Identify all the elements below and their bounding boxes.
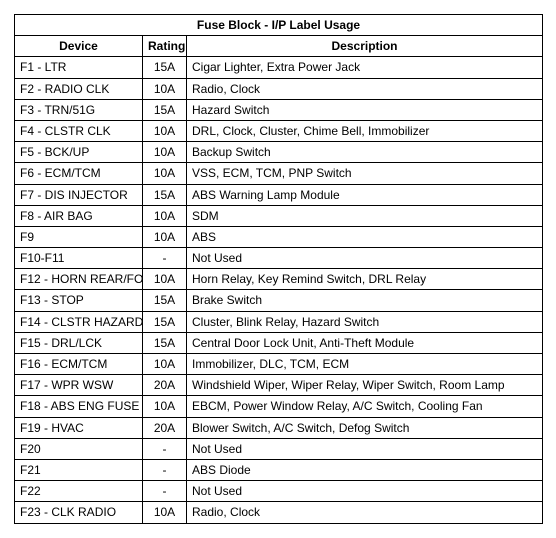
cell-description: Brake Switch bbox=[187, 290, 543, 311]
cell-rating: 10A bbox=[143, 226, 187, 247]
title-row: Fuse Block - I/P Label Usage bbox=[15, 15, 543, 36]
cell-device: F20 bbox=[15, 438, 143, 459]
cell-description: Blower Switch, A/C Switch, Defog Switch bbox=[187, 417, 543, 438]
cell-description: Not Used bbox=[187, 248, 543, 269]
cell-description: SDM bbox=[187, 205, 543, 226]
cell-description: Cluster, Blink Relay, Hazard Switch bbox=[187, 311, 543, 332]
cell-device: F21 bbox=[15, 459, 143, 480]
cell-device: F3 - TRN/51G bbox=[15, 99, 143, 120]
table-row: F21-ABS Diode bbox=[15, 459, 543, 480]
table-row: F4 - CLSTR CLK10ADRL, Clock, Cluster, Ch… bbox=[15, 120, 543, 141]
cell-description: Immobilizer, DLC, TCM, ECM bbox=[187, 354, 543, 375]
col-header-description: Description bbox=[187, 36, 543, 57]
table-row: F7 - DIS INJECTOR15AABS Warning Lamp Mod… bbox=[15, 184, 543, 205]
cell-rating: 10A bbox=[143, 205, 187, 226]
cell-description: VSS, ECM, TCM, PNP Switch bbox=[187, 163, 543, 184]
col-header-rating: Rating bbox=[143, 36, 187, 57]
cell-description: Radio, Clock bbox=[187, 78, 543, 99]
cell-description: Horn Relay, Key Remind Switch, DRL Relay bbox=[187, 269, 543, 290]
cell-rating: 10A bbox=[143, 396, 187, 417]
table-row: F22-Not Used bbox=[15, 481, 543, 502]
cell-device: F12 - HORN REAR/FOG bbox=[15, 269, 143, 290]
cell-description: Cigar Lighter, Extra Power Jack bbox=[187, 57, 543, 78]
cell-device: F1 - LTR bbox=[15, 57, 143, 78]
cell-rating: - bbox=[143, 438, 187, 459]
cell-device: F9 bbox=[15, 226, 143, 247]
cell-rating: 15A bbox=[143, 184, 187, 205]
cell-description: Central Door Lock Unit, Anti-Theft Modul… bbox=[187, 332, 543, 353]
table-row: F6 - ECM/TCM10AVSS, ECM, TCM, PNP Switch bbox=[15, 163, 543, 184]
cell-rating: 15A bbox=[143, 311, 187, 332]
cell-description: Backup Switch bbox=[187, 142, 543, 163]
cell-description: ABS bbox=[187, 226, 543, 247]
table-row: F19 - HVAC20ABlower Switch, A/C Switch, … bbox=[15, 417, 543, 438]
cell-description: Not Used bbox=[187, 438, 543, 459]
cell-device: F22 bbox=[15, 481, 143, 502]
cell-description: Windshield Wiper, Wiper Relay, Wiper Swi… bbox=[187, 375, 543, 396]
table-row: F15 - DRL/LCK15ACentral Door Lock Unit, … bbox=[15, 332, 543, 353]
cell-device: F23 - CLK RADIO bbox=[15, 502, 143, 523]
cell-device: F5 - BCK/UP bbox=[15, 142, 143, 163]
cell-rating: - bbox=[143, 248, 187, 269]
cell-device: F16 - ECM/TCM bbox=[15, 354, 143, 375]
cell-device: F14 - CLSTR HAZARD bbox=[15, 311, 143, 332]
cell-rating: 15A bbox=[143, 57, 187, 78]
cell-rating: 10A bbox=[143, 354, 187, 375]
cell-rating: 10A bbox=[143, 269, 187, 290]
table-row: F16 - ECM/TCM10AImmobilizer, DLC, TCM, E… bbox=[15, 354, 543, 375]
table-row: F3 - TRN/51G15AHazard Switch bbox=[15, 99, 543, 120]
cell-device: F17 - WPR WSW bbox=[15, 375, 143, 396]
table-row: F14 - CLSTR HAZARD15ACluster, Blink Rela… bbox=[15, 311, 543, 332]
table-row: F12 - HORN REAR/FOG10AHorn Relay, Key Re… bbox=[15, 269, 543, 290]
cell-rating: 15A bbox=[143, 99, 187, 120]
cell-rating: - bbox=[143, 481, 187, 502]
col-header-device: Device bbox=[15, 36, 143, 57]
cell-rating: 10A bbox=[143, 78, 187, 99]
cell-device: F18 - ABS ENG FUSE bbox=[15, 396, 143, 417]
cell-device: F19 - HVAC bbox=[15, 417, 143, 438]
table-row: F10-F11-Not Used bbox=[15, 248, 543, 269]
table-row: F17 - WPR WSW20AWindshield Wiper, Wiper … bbox=[15, 375, 543, 396]
cell-rating: 10A bbox=[143, 142, 187, 163]
cell-rating: 10A bbox=[143, 120, 187, 141]
cell-description: Hazard Switch bbox=[187, 99, 543, 120]
cell-rating: 20A bbox=[143, 417, 187, 438]
cell-rating: - bbox=[143, 459, 187, 480]
table-title: Fuse Block - I/P Label Usage bbox=[15, 15, 543, 36]
cell-rating: 15A bbox=[143, 332, 187, 353]
table-row: F910AABS bbox=[15, 226, 543, 247]
cell-device: F10-F11 bbox=[15, 248, 143, 269]
table-row: F18 - ABS ENG FUSE10AEBCM, Power Window … bbox=[15, 396, 543, 417]
table-row: F8 - AIR BAG10ASDM bbox=[15, 205, 543, 226]
table-row: F23 - CLK RADIO10ARadio, Clock bbox=[15, 502, 543, 523]
cell-description: EBCM, Power Window Relay, A/C Switch, Co… bbox=[187, 396, 543, 417]
cell-device: F15 - DRL/LCK bbox=[15, 332, 143, 353]
cell-description: ABS Warning Lamp Module bbox=[187, 184, 543, 205]
cell-device: F6 - ECM/TCM bbox=[15, 163, 143, 184]
cell-description: DRL, Clock, Cluster, Chime Bell, Immobil… bbox=[187, 120, 543, 141]
cell-rating: 10A bbox=[143, 163, 187, 184]
table-body: F1 - LTR15ACigar Lighter, Extra Power Ja… bbox=[15, 57, 543, 523]
cell-device: F7 - DIS INJECTOR bbox=[15, 184, 143, 205]
cell-rating: 15A bbox=[143, 290, 187, 311]
table-row: F1 - LTR15ACigar Lighter, Extra Power Ja… bbox=[15, 57, 543, 78]
cell-device: F2 - RADIO CLK bbox=[15, 78, 143, 99]
table-row: F20-Not Used bbox=[15, 438, 543, 459]
cell-description: Not Used bbox=[187, 481, 543, 502]
fuse-block-table: Fuse Block - I/P Label Usage Device Rati… bbox=[14, 14, 543, 524]
cell-device: F4 - CLSTR CLK bbox=[15, 120, 143, 141]
cell-rating: 20A bbox=[143, 375, 187, 396]
cell-description: Radio, Clock bbox=[187, 502, 543, 523]
header-row: Device Rating Description bbox=[15, 36, 543, 57]
cell-description: ABS Diode bbox=[187, 459, 543, 480]
cell-device: F8 - AIR BAG bbox=[15, 205, 143, 226]
table-row: F13 - STOP15ABrake Switch bbox=[15, 290, 543, 311]
table-row: F5 - BCK/UP10ABackup Switch bbox=[15, 142, 543, 163]
cell-device: F13 - STOP bbox=[15, 290, 143, 311]
cell-rating: 10A bbox=[143, 502, 187, 523]
table-row: F2 - RADIO CLK10ARadio, Clock bbox=[15, 78, 543, 99]
